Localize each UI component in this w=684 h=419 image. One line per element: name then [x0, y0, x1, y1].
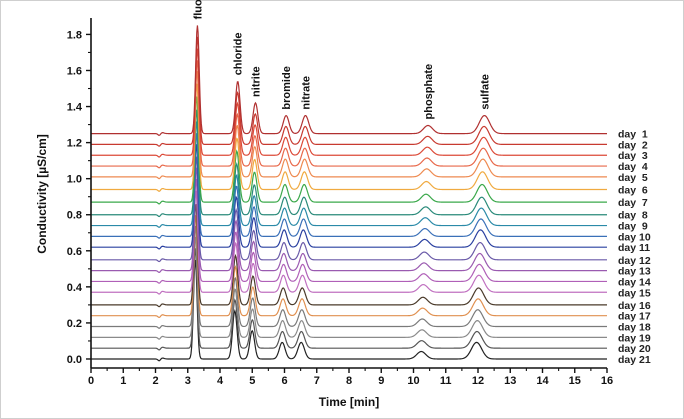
series-line-4	[91, 60, 607, 169]
x-tick-label: 4	[217, 375, 224, 387]
series-line-14	[91, 178, 607, 284]
series-line-2	[91, 36, 607, 147]
series-line-1	[91, 25, 607, 136]
day-label: day 18	[618, 322, 651, 334]
series-line-13	[91, 167, 607, 273]
x-tick-label: 13	[504, 375, 516, 387]
peak-label-chloride: chloride	[233, 33, 245, 76]
series-line-19	[91, 236, 607, 340]
x-axis-title: Time [min]	[319, 395, 379, 409]
x-tick-label: 0	[88, 375, 94, 387]
peak-label-fluoride: fluoride	[192, 0, 204, 19]
day-label: day 14	[618, 276, 651, 288]
x-tick-label: 3	[185, 375, 191, 387]
series-line-5	[91, 71, 607, 180]
series-line-8	[91, 109, 607, 218]
day-label: day 8	[618, 210, 648, 222]
peak-label-phosphate: phosphate	[423, 64, 435, 120]
day-label: day 17	[618, 311, 651, 323]
x-tick-label: 10	[407, 375, 419, 387]
x-tick-label: 7	[314, 375, 320, 387]
day-label: day 7	[618, 197, 648, 209]
day-label: day 3	[618, 150, 648, 162]
day-label: day 19	[618, 332, 651, 344]
y-tick-label: 1.2	[67, 138, 82, 150]
series-line-17	[91, 215, 607, 319]
y-axis-title: Conductivity [µS/cm]	[35, 134, 49, 254]
x-tick-label: 14	[536, 375, 549, 387]
day-label: day 21	[618, 354, 651, 366]
peak-label-sulfate: sulfate	[479, 74, 491, 109]
y-tick-label: 0.2	[67, 318, 82, 330]
y-tick-label: 0.8	[67, 210, 82, 222]
y-tick-label: 1.4	[67, 102, 83, 114]
peak-label-bromide: bromide	[281, 66, 293, 109]
day-label: day 10	[618, 231, 651, 243]
y-tick-label: 0.6	[67, 246, 82, 258]
peak-labels: fluoride chloride nitrite bromide nitrate pho…	[192, 0, 491, 119]
series-line-7	[91, 96, 607, 205]
peak-label-nitrate: nitrate	[300, 76, 312, 110]
day-label: day 13	[618, 266, 651, 278]
day-label: day 9	[618, 221, 648, 233]
day-label: day 12	[618, 255, 651, 267]
series-line-12	[91, 156, 607, 263]
day-label: day 6	[618, 184, 648, 196]
x-tick-label: 9	[378, 375, 384, 387]
x-tick-label: 12	[472, 375, 484, 387]
y-tick-label: 1.6	[67, 65, 82, 77]
x-tick-label: 2	[152, 375, 158, 387]
series-traces	[91, 25, 607, 362]
y-tick-label: 1.0	[67, 174, 82, 186]
series-line-21	[91, 259, 607, 362]
x-tick-label: 15	[569, 375, 581, 387]
day-label: day 16	[618, 300, 651, 312]
series-line-18	[91, 225, 607, 329]
series-line-6	[91, 83, 607, 192]
axes: 0 1 2 3 4 5 6 7 8 9 10 11 12 13 14 15 160.00.20.40.60.81…	[67, 18, 613, 387]
x-tick-label: 6	[281, 375, 287, 387]
series-line-20	[91, 248, 607, 351]
series-line-3	[91, 48, 607, 158]
x-tick-label: 5	[249, 375, 255, 387]
series-line-16	[91, 203, 607, 308]
x-tick-label: 11	[440, 375, 452, 387]
peak-label-nitrite: nitrite	[250, 66, 262, 97]
y-tick-label: 0.0	[67, 354, 82, 366]
y-tick-label: 0.4	[67, 282, 83, 294]
x-tick-label: 1	[120, 375, 126, 387]
x-tick-label: 8	[346, 375, 352, 387]
day-label: day 4	[618, 161, 648, 173]
series-line-9	[91, 121, 607, 228]
series-line-15	[91, 190, 607, 295]
series-line-11	[91, 143, 607, 250]
day-label: day 11	[618, 242, 650, 254]
day-label: day 2	[618, 139, 648, 151]
day-label: day 5	[618, 172, 648, 184]
y-tick-label: 1.8	[67, 29, 82, 41]
series-line-10	[91, 132, 607, 239]
day-label: day 1	[618, 129, 648, 141]
x-tick-label: 16	[601, 375, 613, 387]
day-label: day 15	[618, 287, 651, 299]
day-label: day 20	[618, 343, 651, 355]
